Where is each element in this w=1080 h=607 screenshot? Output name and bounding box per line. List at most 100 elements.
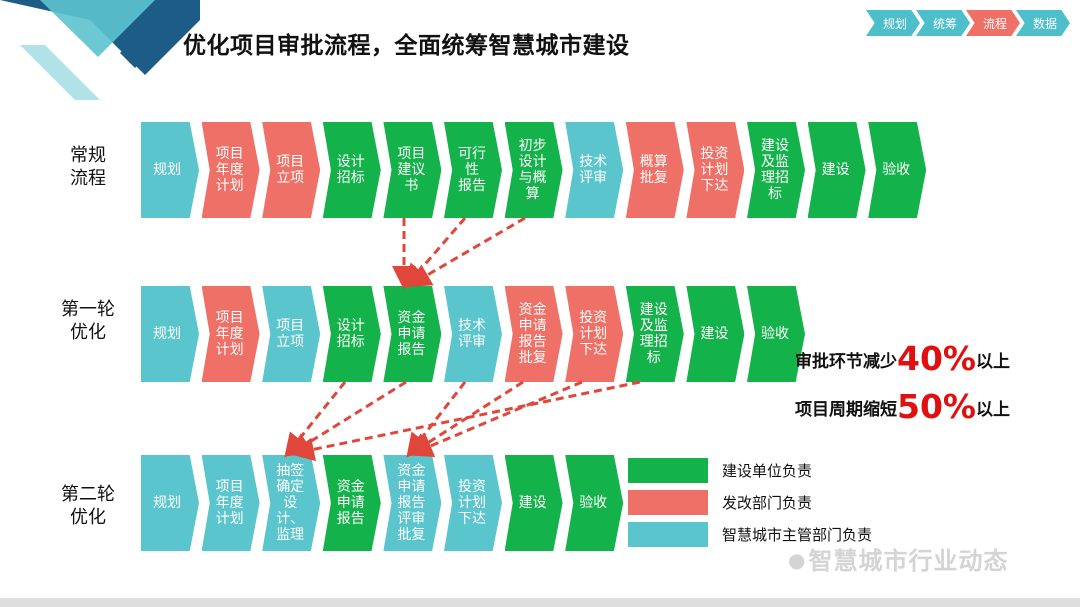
stat-value: 40% bbox=[897, 339, 976, 378]
process-step-label: 技术 评审 bbox=[579, 154, 608, 186]
page-title: 优化项目审批流程，全面统筹智慧城市建设 bbox=[183, 33, 630, 59]
nav-tab-label: 流程 bbox=[982, 16, 1007, 31]
nav-tab-label: 规划 bbox=[882, 16, 907, 31]
process-step-label: 建设 及监 理招 标 bbox=[639, 302, 668, 366]
nav-tab[interactable]: 统筹 bbox=[916, 10, 970, 36]
process-step: 验收 bbox=[868, 122, 927, 218]
nav-tab[interactable]: 数据 bbox=[1016, 10, 1070, 36]
process-step-label: 可行 性 报告 bbox=[458, 146, 486, 194]
process-step-label: 投资 计划 下达 bbox=[700, 146, 729, 194]
legend-label: 建设单位负责 bbox=[722, 462, 813, 480]
process-step-label: 规划 bbox=[153, 326, 181, 342]
process-step-label: 资金 申请 报告 批复 bbox=[518, 302, 547, 366]
bottom-bar bbox=[0, 598, 1080, 607]
process-step: 投资 计划 下达 bbox=[565, 286, 624, 382]
stat-value: 50% bbox=[897, 387, 976, 426]
process-step: 抽签 确定 设 计、 监理 bbox=[262, 455, 321, 551]
process-step: 投资 计划 下达 bbox=[444, 455, 502, 551]
stat-prefix: 审批环节减少 bbox=[795, 352, 897, 372]
process-step: 初步 设计 与概 算 bbox=[504, 122, 563, 218]
process-step: 建设 及监 理招 标 bbox=[747, 122, 805, 218]
process-step-label: 建设 及监 理招 标 bbox=[761, 138, 789, 202]
process-step-label: 抽签 确定 设 计、 监理 bbox=[276, 463, 305, 543]
stat-suffix: 以上 bbox=[976, 400, 1010, 420]
process-step: 验收 bbox=[565, 455, 624, 551]
process-step: 规划 bbox=[141, 286, 199, 382]
process-step: 项目 立项 bbox=[262, 286, 321, 382]
process-step-label: 设计 招标 bbox=[336, 154, 365, 186]
process-step-label: 技术 评审 bbox=[458, 318, 486, 350]
legend-swatch bbox=[628, 490, 708, 515]
process-step: 投资 计划 下达 bbox=[686, 122, 745, 218]
process-step-label: 建设 bbox=[700, 326, 729, 342]
nav-tab[interactable]: 流程 bbox=[966, 10, 1020, 36]
process-step: 技术 评审 bbox=[565, 122, 624, 218]
legend-item: 发改部门负责 bbox=[628, 488, 872, 517]
legend-swatch bbox=[628, 522, 708, 547]
process-step-label: 概算 批复 bbox=[639, 154, 668, 186]
process-step: 建设 bbox=[504, 455, 563, 551]
process-step-label: 验收 bbox=[579, 495, 608, 511]
top-nav: 规划 统筹 流程 数据 bbox=[866, 10, 1080, 36]
process-step: 资金 申请 报告 评审 批复 bbox=[383, 455, 442, 551]
stat-prefix: 项目周期缩短 bbox=[795, 400, 897, 420]
stat-cycle-reduction: 项目周期缩短50%以上 bbox=[795, 387, 1010, 426]
nav-tab[interactable]: 规划 bbox=[866, 10, 920, 36]
row-label: 第二轮 优化 bbox=[61, 484, 115, 528]
legend-label: 发改部门负责 bbox=[722, 494, 813, 512]
wechat-icon: ● bbox=[788, 548, 807, 572]
process-step-label: 规划 bbox=[153, 162, 181, 178]
process-step: 资金 申请 报告 批复 bbox=[504, 286, 563, 382]
process-step: 资金 申请 报告 bbox=[383, 286, 442, 382]
process-step-label: 项目 年度 计划 bbox=[215, 310, 244, 358]
legend-item: 建设单位负责 bbox=[628, 456, 872, 485]
process-step: 项目 年度 计划 bbox=[201, 286, 260, 382]
row-label: 常规 流程 bbox=[70, 145, 106, 189]
process-step: 技术 评审 bbox=[444, 286, 502, 382]
row-label: 第一轮 优化 bbox=[61, 299, 115, 343]
legend: 建设单位负责 发改部门负责智慧城市主管部门负责 bbox=[628, 456, 872, 552]
process-step-label: 项目 年度 计划 bbox=[215, 479, 244, 527]
process-step: 设计 招标 bbox=[322, 122, 381, 218]
process-step-label: 初步 设计 与概 算 bbox=[518, 138, 547, 202]
process-step-label: 验收 bbox=[882, 162, 911, 178]
process-step: 验收 bbox=[747, 286, 805, 382]
process-step: 项目 年度 计划 bbox=[201, 122, 260, 218]
process-step-label: 资金 申请 报告 bbox=[397, 310, 426, 358]
process-step: 概算 批复 bbox=[625, 122, 684, 218]
process-step-label: 验收 bbox=[761, 326, 789, 342]
process-step: 设计 招标 bbox=[322, 286, 381, 382]
process-step-label: 投资 计划 下达 bbox=[458, 479, 486, 527]
process-step-label: 项目 年度 计划 bbox=[215, 146, 244, 194]
process-step-label: 项目 立项 bbox=[276, 154, 305, 186]
process-step: 建设 及监 理招 标 bbox=[625, 286, 684, 382]
process-step: 资金 申请 报告 bbox=[322, 455, 381, 551]
legend-label: 智慧城市主管部门负责 bbox=[722, 526, 873, 544]
process-step-label: 投资 计划 下达 bbox=[579, 310, 608, 358]
process-step: 建设 bbox=[807, 122, 866, 218]
process-step: 项目 年度 计划 bbox=[201, 455, 260, 551]
process-step-label: 资金 申请 报告 bbox=[336, 479, 365, 527]
process-step: 建设 bbox=[686, 286, 745, 382]
watermark-text: 智慧城市行业动态 bbox=[808, 547, 1009, 575]
watermark: ●智慧城市行业动态 bbox=[788, 541, 1008, 576]
corner-decoration bbox=[0, 0, 200, 100]
process-step-label: 建设 bbox=[821, 162, 850, 178]
process-step-label: 项目 立项 bbox=[276, 318, 305, 350]
process-step: 项目 立项 bbox=[262, 122, 321, 218]
legend-item: 智慧城市主管部门负责 bbox=[628, 520, 872, 549]
process-step: 规划 bbox=[141, 122, 199, 218]
process-step: 可行 性 报告 bbox=[444, 122, 502, 218]
nav-tab-label: 数据 bbox=[1032, 16, 1057, 31]
nav-tab-label: 统筹 bbox=[932, 16, 957, 31]
stat-approval-reduction: 审批环节减少40%以上 bbox=[795, 339, 1010, 378]
process-step-label: 项目 建议 书 bbox=[397, 146, 426, 194]
process-step: 规划 bbox=[141, 455, 199, 551]
stat-suffix: 以上 bbox=[976, 352, 1010, 372]
process-step: 项目 建议 书 bbox=[383, 122, 442, 218]
process-step-label: 规划 bbox=[153, 495, 181, 511]
legend-swatch bbox=[628, 458, 708, 483]
process-step-label: 建设 bbox=[518, 495, 547, 511]
process-step-label: 设计 招标 bbox=[336, 318, 365, 350]
